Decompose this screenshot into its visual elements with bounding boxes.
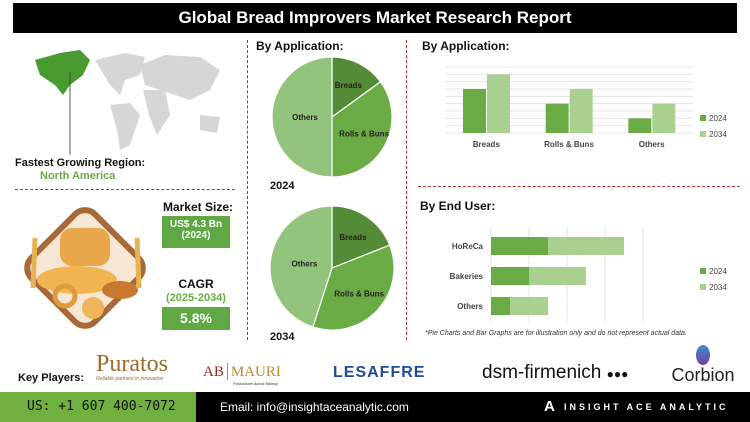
pie-label: Others (292, 113, 318, 122)
region-label: Fastest Growing Region: (15, 157, 146, 169)
divider (418, 186, 740, 187)
cagr-label: CAGR (178, 277, 214, 291)
footer-bar: Email: info@insightaceanalytic.com A INS… (196, 392, 750, 422)
puratos-logo: Puratos Reliable partners in innovation (96, 351, 168, 382)
market-size-label: Market Size: (162, 200, 233, 214)
region-value: North America (40, 170, 116, 182)
brand-name: INSIGHT ACE ANALYTIC (564, 402, 729, 412)
north-america-highlight (35, 50, 90, 95)
pie-slice-others (269, 205, 333, 328)
lesaffre-logo: LESAFFRE (333, 364, 426, 381)
pie-label: Others (292, 260, 318, 269)
pie-label: Breads (335, 81, 363, 90)
application-bar-chart: Breads Rolls & Buns Others 2024 2034 (445, 66, 727, 149)
bar-2024 (545, 103, 569, 133)
category-label: Others (639, 140, 665, 149)
bar-2034 (652, 103, 676, 133)
legend-swatch (700, 115, 706, 121)
bar-2024 (628, 118, 652, 133)
divider (247, 40, 248, 340)
pie-title: By Application: (256, 39, 344, 53)
legend-swatch (700, 284, 706, 290)
category-label: HoReCa (452, 242, 484, 251)
legend-swatch (700, 131, 706, 137)
bar-2024 (491, 237, 548, 255)
bar-2024 (463, 89, 486, 133)
bar-2034 (529, 267, 586, 285)
email-link[interactable]: Email: info@insightaceanalytic.com (220, 400, 409, 414)
pie-slice-breads (331, 56, 382, 119)
report-title: Global Bread Improvers Market Research R… (13, 3, 737, 33)
market-size-box: US$ 4.3 Bn (2024) (162, 216, 230, 248)
end-user-title: By End User: (420, 199, 496, 213)
pie-slice-rolls-buns (331, 80, 393, 178)
legend-swatch (700, 268, 706, 274)
category-label: Rolls & Buns (544, 140, 594, 149)
corbion-logo: Corbion (668, 345, 738, 386)
world-map (35, 50, 220, 155)
pie-slice-rolls-buns (312, 244, 395, 331)
pie-label: Breads (339, 233, 367, 242)
pie-slice-others (271, 56, 333, 178)
bar-2034 (487, 74, 510, 133)
legend-label: 2034 (709, 283, 727, 292)
market-size-value: US$ 4.3 Bn (169, 219, 223, 230)
brand-logo-icon: A (544, 398, 555, 415)
pie-label: Rolls & Buns (334, 289, 384, 298)
end-user-bar-chart: HoReCa Bakeries Others 2024 2034 (450, 227, 727, 323)
cagr-period: (2025-2034) (166, 292, 226, 304)
pie-caption-2034: 2034 (270, 331, 295, 343)
bar-2034 (510, 297, 548, 315)
legend-label: 2024 (709, 267, 727, 276)
legend-label: 2024 (709, 114, 727, 123)
dsm-firmenich-logo: dsm-firmenich ●●● (482, 362, 629, 383)
footnote: *Pie Charts and Bar Graphs are for illus… (425, 330, 687, 337)
bar-2024 (491, 267, 529, 285)
bar-2034 (548, 237, 624, 255)
category-label: Others (457, 302, 483, 311)
bar-chart-title: By Application: (422, 39, 510, 53)
legend-label: 2034 (709, 130, 727, 139)
pie-caption-2024: 2024 (270, 180, 295, 192)
cagr-value: 5.8% (162, 307, 230, 330)
pie-label: Rolls & Buns (339, 129, 389, 138)
pie-charts: Breads Rolls & Buns Others Breads Rolls & Bu… (269, 56, 395, 331)
divider (15, 189, 235, 190)
bar-2034 (569, 89, 593, 133)
market-size-year: (2024) (181, 230, 211, 241)
ab-mauri-logo: AB MAURI Passionate About Baking (203, 363, 281, 386)
phone-number[interactable]: US: +1 607 400-7072 (0, 392, 196, 422)
pie-slice-breads (331, 205, 391, 269)
divider (406, 40, 407, 340)
key-players-label: Key Players: (18, 372, 85, 384)
bread-illustration (24, 207, 146, 329)
category-label: Bakeries (450, 272, 484, 281)
category-label: Breads (473, 140, 501, 149)
bar-2024 (491, 297, 510, 315)
